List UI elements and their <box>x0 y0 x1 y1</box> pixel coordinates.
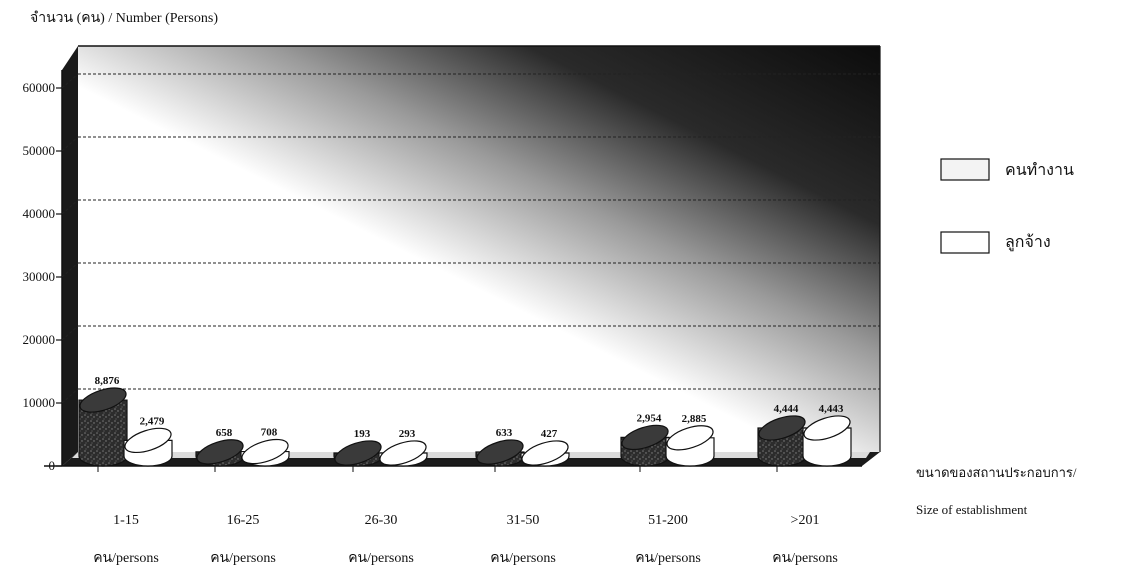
gridline-depth <box>61 388 79 404</box>
back-wall <box>78 46 880 452</box>
data-label-workers: 633 <box>496 427 513 439</box>
category-label: 31-50 <box>507 513 540 528</box>
bar-workers <box>78 387 128 467</box>
legend-label-workers: คนทำงาน <box>1005 162 1074 179</box>
category-label: 1-15 <box>113 513 139 528</box>
bars <box>78 387 852 467</box>
data-label-workers: 193 <box>354 428 371 440</box>
gridlines <box>61 73 880 404</box>
y-tick-label: 10000 <box>23 395 56 410</box>
floor-stripe <box>72 452 870 458</box>
category-label: 26-30 <box>365 513 398 528</box>
category-sublabel: คน/persons <box>490 551 556 566</box>
bar-workers <box>475 439 525 467</box>
data-label-workers: 4,444 <box>774 403 799 415</box>
gridline-depth <box>61 262 79 278</box>
data-label-employees: 293 <box>399 428 416 440</box>
gridline-depth <box>61 136 79 152</box>
x-axis-title-line1: ขนาดของสถานประกอบการ/ <box>916 465 1077 480</box>
data-label-workers: 8,876 <box>95 375 120 387</box>
x-axis-title-line2: Size of establishment <box>916 502 1028 517</box>
data-label-employees: 708 <box>261 427 278 439</box>
y-tick-label: 50000 <box>23 143 56 158</box>
category-sublabel: คน/persons <box>210 551 276 566</box>
bar-employees <box>240 438 290 467</box>
data-labels: 8,876 658 193 633 2,954 4,444 2,479 708 293 427 2,… <box>95 375 844 440</box>
bar-workers <box>333 440 383 467</box>
y-tick-label: 60000 <box>23 80 56 95</box>
legend: คนทำงาน ลูกจ้าง <box>940 158 1074 254</box>
category-sublabel: คน/persons <box>772 551 838 566</box>
category-sublabel: คน/persons <box>93 551 159 566</box>
bar-employees <box>378 440 428 467</box>
legend-swatch-workers <box>940 158 990 181</box>
bar-employees <box>520 440 570 467</box>
data-label-workers: 2,954 <box>637 412 662 424</box>
legend-swatch-employees <box>940 231 990 254</box>
category-label: >201 <box>791 513 820 528</box>
plot-frame <box>44 45 881 467</box>
data-label-employees: 427 <box>541 428 558 440</box>
bar-workers <box>757 415 807 467</box>
y-tick-label: 30000 <box>23 269 56 284</box>
y-tick-label: 40000 <box>23 206 56 221</box>
bar-employees <box>665 425 715 467</box>
y-tick-label: 20000 <box>23 332 56 347</box>
y-tick-label: 0 <box>49 458 56 473</box>
bar-employees <box>802 415 852 467</box>
bar-employees <box>123 427 173 467</box>
category-sublabel: คน/persons <box>348 551 414 566</box>
category-label: 16-25 <box>227 513 260 528</box>
category-sublabel: คน/persons <box>635 551 701 566</box>
left-wall <box>62 46 78 466</box>
y-axis-title: จำนวน (คน) / Number (Persons) <box>30 11 218 26</box>
data-label-employees: 2,479 <box>140 415 165 427</box>
y-axis-ticks: 0 10000 20000 30000 40000 50000 60000 <box>23 80 62 473</box>
gridline-depth <box>61 73 79 89</box>
data-label-workers: 658 <box>216 427 233 439</box>
gridline-depth <box>61 199 79 215</box>
data-label-employees: 4,443 <box>819 403 844 415</box>
gridline-depth <box>61 325 79 341</box>
data-label-employees: 2,885 <box>682 413 707 425</box>
x-axis-categories: 1-15 คน/persons 16-25 คน/persons 26-30 คน/per… <box>93 466 838 566</box>
legend-label-employees: ลูกจ้าง <box>1005 233 1051 252</box>
category-label: 51-200 <box>648 513 688 528</box>
